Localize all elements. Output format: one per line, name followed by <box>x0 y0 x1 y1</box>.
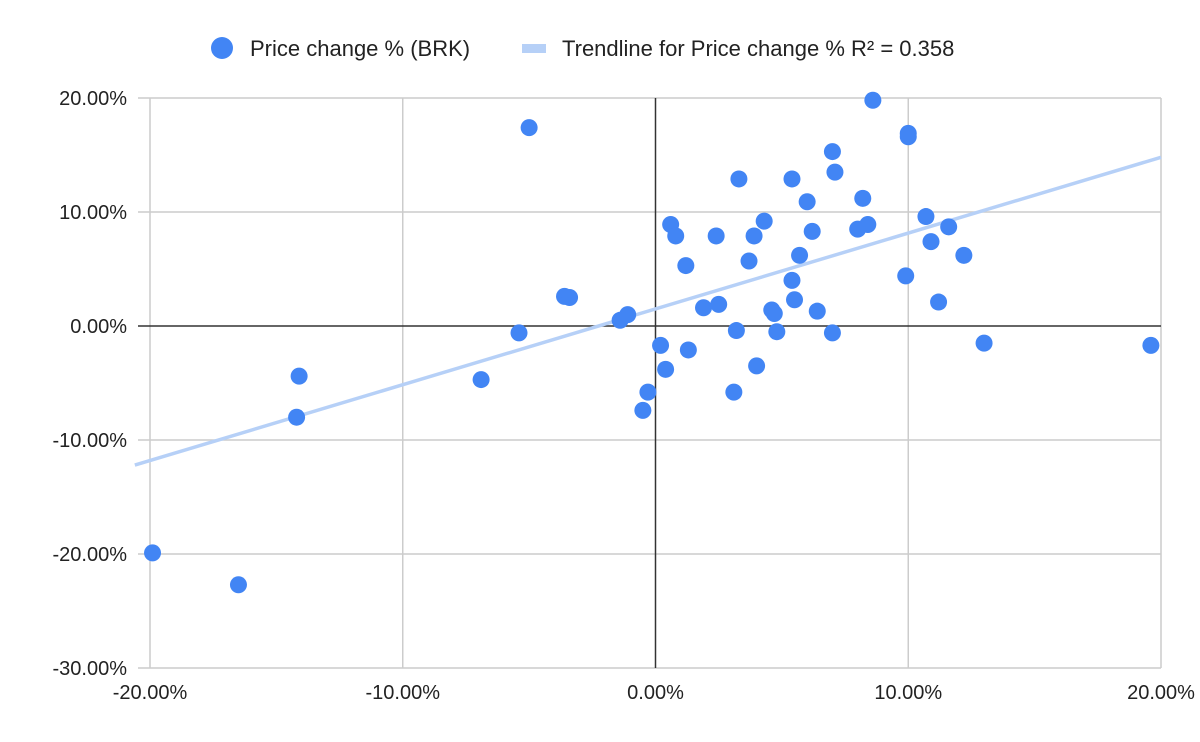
data-point <box>561 289 579 306</box>
data-point <box>730 170 748 188</box>
data-point <box>803 222 821 240</box>
data-point <box>472 371 490 389</box>
data-point <box>823 143 841 161</box>
data-point <box>652 336 670 354</box>
data-point <box>520 119 538 137</box>
x-tick-label: 10.00% <box>874 682 942 704</box>
data-point <box>619 306 637 324</box>
data-point <box>695 299 713 317</box>
data-point <box>791 246 809 264</box>
data-point <box>707 227 725 245</box>
data-point <box>765 304 783 322</box>
data-point <box>897 267 915 285</box>
data-point <box>859 216 877 234</box>
data-point <box>930 293 948 311</box>
data-point <box>677 257 695 275</box>
data-point <box>826 163 844 181</box>
y-tick-label: 10.00% <box>59 202 127 224</box>
legend-marker-series <box>211 37 233 59</box>
x-tick-label: 20.00% <box>1127 682 1195 704</box>
data-point <box>288 408 306 426</box>
data-point <box>975 334 993 352</box>
data-point <box>144 544 162 562</box>
data-point <box>727 322 745 340</box>
data-point <box>1142 336 1160 354</box>
legend-label-trendline: Trendline for Price change % R² = 0.358 <box>562 36 954 61</box>
data-point <box>823 324 841 342</box>
data-point <box>748 357 766 375</box>
data-point <box>783 170 801 188</box>
data-point <box>955 246 973 264</box>
data-point <box>745 227 763 245</box>
y-tick-label: 0.00% <box>70 316 127 338</box>
x-tick-label: -10.00% <box>366 682 441 704</box>
data-point <box>786 291 804 309</box>
data-points <box>144 91 1160 594</box>
data-point <box>922 233 940 251</box>
data-point <box>510 324 528 342</box>
legend-label-series: Price change % (BRK) <box>250 36 470 61</box>
trendline <box>134 155 1162 467</box>
data-point <box>290 367 308 385</box>
y-tick-label: -30.00% <box>53 658 128 680</box>
data-point <box>634 401 652 419</box>
legend: Price change % (BRK) Trendline for Price… <box>211 36 954 61</box>
data-point <box>940 218 958 236</box>
data-point <box>725 383 743 401</box>
tick-labels: -20.00% -10.00% 0.00% 10.00% 20.00% 20.00% 10.… <box>53 88 1196 704</box>
y-tick-label: -20.00% <box>53 544 128 566</box>
data-point <box>755 212 773 230</box>
x-tick-label: 0.00% <box>627 682 684 704</box>
data-point <box>740 252 758 270</box>
data-point <box>710 295 728 313</box>
gridlines <box>138 97 1162 669</box>
data-point <box>899 128 917 146</box>
y-tick-label: 20.00% <box>59 88 127 110</box>
x-tick-label: -20.00% <box>113 682 188 704</box>
legend-marker-trendline <box>522 44 546 53</box>
data-point <box>639 383 657 401</box>
data-point <box>768 323 786 341</box>
data-point <box>798 193 816 211</box>
data-point <box>854 189 872 207</box>
data-point <box>657 360 675 378</box>
zero-axes <box>138 98 1161 668</box>
data-point <box>783 271 801 289</box>
y-tick-label: -10.00% <box>53 430 128 452</box>
data-point <box>229 576 247 594</box>
data-point <box>864 91 882 109</box>
data-point <box>679 341 697 359</box>
data-point <box>667 227 685 245</box>
data-point <box>808 302 826 320</box>
data-point <box>917 208 935 226</box>
trendline-path <box>134 155 1162 467</box>
